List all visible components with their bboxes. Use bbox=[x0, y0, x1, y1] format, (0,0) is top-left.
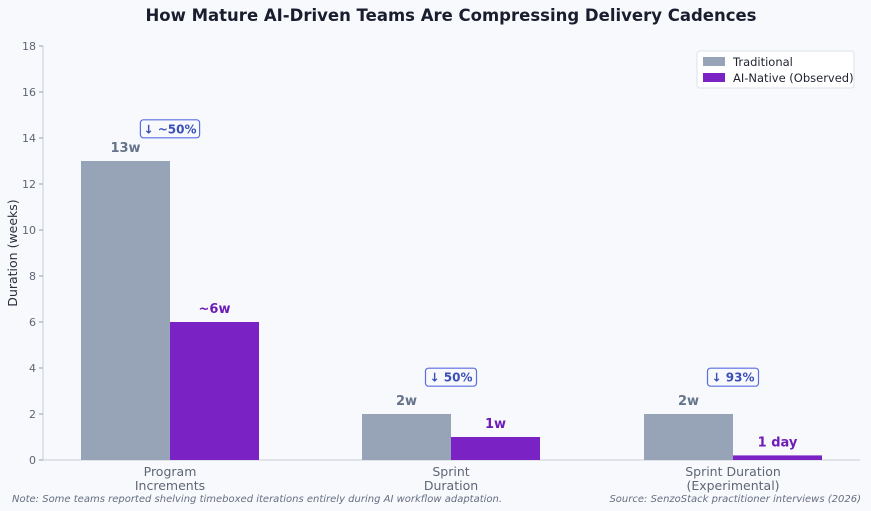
reduction-annotation-box bbox=[424, 367, 478, 387]
legend-label: AI-Native (Observed) bbox=[733, 71, 854, 85]
y-tick-label: 0 bbox=[29, 454, 36, 467]
reduction-annotation: ↓ 93% bbox=[712, 371, 755, 385]
bar bbox=[81, 161, 170, 460]
y-tick-label: 4 bbox=[29, 362, 36, 375]
x-tick-label: (Experimental) bbox=[686, 478, 779, 493]
bar-value-label: 1w bbox=[485, 417, 506, 432]
y-tick-label: 12 bbox=[22, 178, 36, 191]
y-tick-label: 10 bbox=[22, 224, 36, 237]
y-axis-label: Duration (weeks) bbox=[5, 199, 20, 306]
bar-value-label: ~6w bbox=[199, 302, 231, 317]
x-tick-label: Increments bbox=[135, 478, 205, 493]
reduction-annotation-box bbox=[706, 367, 760, 387]
x-tick-label: Duration bbox=[424, 478, 478, 493]
footnote: Note: Some teams reported shelving timeb… bbox=[12, 494, 503, 505]
source-note: Source: SenzoStack practitioner intervie… bbox=[609, 494, 861, 505]
y-tick-label: 6 bbox=[29, 316, 36, 329]
bar bbox=[170, 322, 259, 460]
bar-value-label: 1 day bbox=[758, 435, 798, 450]
y-tick-label: 2 bbox=[29, 408, 36, 421]
bar bbox=[644, 414, 733, 460]
reduction-annotation: ↓ 50% bbox=[430, 371, 473, 385]
x-tick-label: Program bbox=[144, 464, 197, 479]
y-tick-label: 16 bbox=[22, 86, 36, 99]
legend-swatch bbox=[703, 73, 725, 82]
bar bbox=[362, 414, 451, 460]
bar-value-label: 2w bbox=[396, 394, 417, 409]
y-tick-label: 14 bbox=[22, 132, 36, 145]
legend-label: Traditional bbox=[732, 55, 793, 69]
legend-swatch bbox=[703, 57, 725, 66]
bar bbox=[733, 455, 822, 460]
y-tick-label: 8 bbox=[29, 270, 36, 283]
reduction-annotation: ↓ ~50% bbox=[143, 122, 196, 136]
bar bbox=[451, 437, 540, 460]
bar-value-label: 2w bbox=[678, 394, 699, 409]
x-tick-label: Sprint Duration bbox=[685, 464, 781, 479]
bar-value-label: 13w bbox=[110, 141, 140, 156]
x-tick-label: Sprint bbox=[432, 464, 469, 479]
chart-title: How Mature AI-Driven Teams Are Compressi… bbox=[145, 6, 756, 25]
y-tick-label: 18 bbox=[22, 40, 36, 53]
reduction-annotation-box bbox=[139, 119, 201, 139]
legend bbox=[696, 50, 855, 89]
